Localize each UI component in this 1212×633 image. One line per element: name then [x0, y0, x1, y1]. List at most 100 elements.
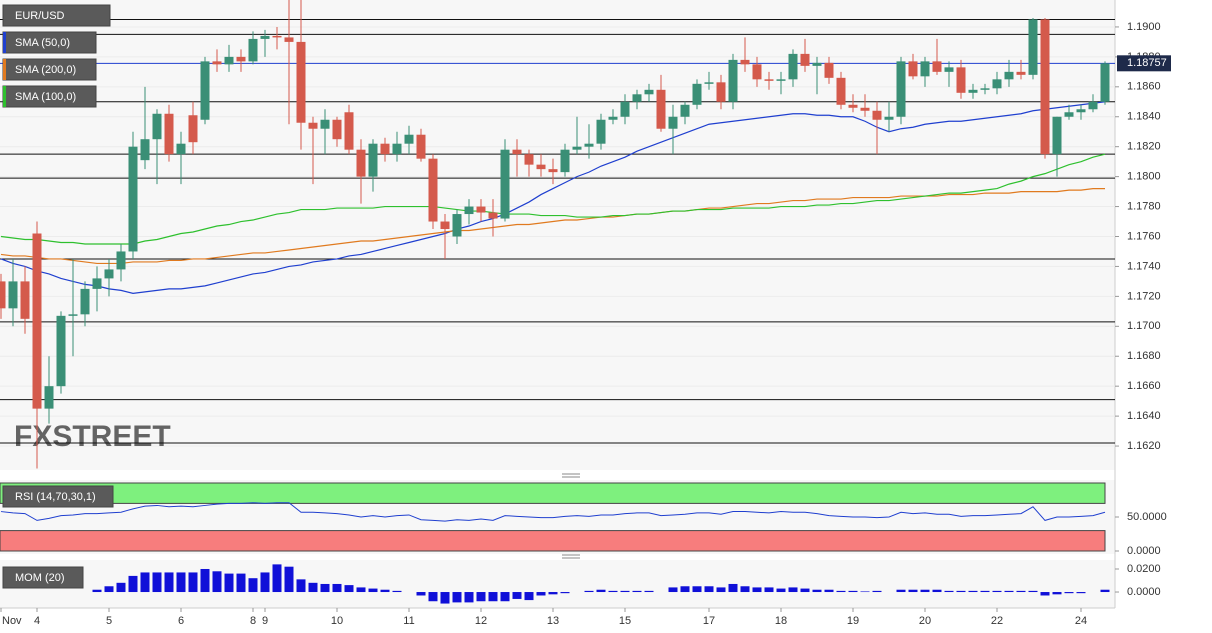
candle-body: [1076, 109, 1086, 113]
watermark: FXSTREET: [14, 420, 171, 453]
bar: [596, 589, 606, 593]
bar: [1100, 589, 1110, 593]
legend-box: [2, 4, 111, 27]
candle-body: [908, 61, 918, 77]
y-tick-label: 1.1780: [1127, 200, 1161, 212]
bar: [752, 587, 762, 593]
candle-body: [1016, 71, 1026, 75]
x-tick-label: 20: [919, 615, 931, 627]
candle-body: [608, 116, 618, 120]
candle-body: [764, 79, 774, 81]
bar: [836, 590, 846, 593]
x-tick-label: 22: [991, 615, 1003, 627]
bar: [260, 572, 270, 593]
bar: [956, 590, 966, 593]
y-tick-label: 1.1800: [1127, 171, 1161, 183]
candle-body: [1088, 101, 1098, 110]
candle-body: [788, 53, 798, 80]
bar: [932, 589, 942, 593]
bar: [272, 564, 282, 593]
bar: [188, 572, 198, 593]
bar: [356, 587, 366, 593]
candle-body: [776, 79, 786, 81]
bar: [416, 592, 426, 596]
y-tick-label: 1.1660: [1127, 380, 1161, 392]
bar: [968, 590, 978, 593]
overbought-band: [0, 482, 1106, 504]
bar: [524, 592, 534, 601]
x-tick-label: 15: [619, 615, 631, 627]
candle-body: [932, 61, 942, 72]
bar: [380, 589, 390, 593]
x-tick-label: 4: [34, 615, 40, 627]
candle-body: [668, 116, 678, 129]
bar: [740, 586, 750, 593]
bar: [620, 590, 630, 593]
legend-box: [2, 566, 84, 589]
splitter[interactable]: [562, 473, 580, 559]
candle-body: [1064, 112, 1074, 117]
candle-body: [572, 146, 582, 150]
candle-body: [872, 110, 882, 120]
series-line: [0, 101, 1106, 294]
bar: [812, 589, 822, 593]
y-tick-label: 1.1740: [1127, 260, 1161, 272]
bar: [320, 583, 330, 593]
main-panel-bg: [0, 0, 1115, 470]
bar: [536, 592, 546, 596]
candle-body: [584, 143, 594, 147]
bar: [584, 590, 594, 593]
candle-body: [416, 134, 426, 159]
bar: [944, 590, 954, 593]
candle-body: [116, 251, 126, 270]
bar: [632, 590, 642, 593]
bar: [452, 592, 462, 603]
legend-swatch: [3, 59, 6, 80]
candle-body: [956, 67, 966, 93]
bar: [284, 566, 294, 593]
bar: [344, 585, 354, 593]
bar: [788, 587, 798, 593]
candle-body: [20, 281, 30, 319]
bar: [668, 587, 678, 593]
legend-swatch: [3, 86, 6, 107]
candle-body: [920, 61, 930, 77]
bar: [476, 592, 486, 602]
legend-box: [2, 485, 114, 508]
bar: [776, 588, 786, 593]
bar: [104, 586, 114, 593]
y-tick-label: 1.1680: [1127, 350, 1161, 362]
candle-body: [848, 104, 858, 108]
candle-body: [320, 119, 330, 129]
bar: [992, 590, 1002, 593]
candle-body: [188, 115, 198, 143]
candle-body: [500, 149, 510, 219]
bar: [176, 572, 186, 593]
candle-body: [452, 214, 462, 237]
candle-body: [656, 89, 666, 129]
y-tick-label: 0.0200: [1127, 563, 1161, 575]
x-tick-label: 12: [475, 615, 487, 627]
y-tick-label: 0.0000: [1127, 545, 1161, 557]
bar: [212, 571, 222, 593]
y-tick-label: 1.1900: [1127, 21, 1161, 33]
candle-body: [80, 288, 90, 315]
candle-body: [1028, 19, 1038, 75]
candle-body: [56, 315, 66, 387]
candle-body: [704, 82, 714, 84]
candle-body: [380, 143, 390, 155]
bar: [512, 592, 522, 599]
candle-body: [884, 116, 894, 120]
x-tick-label: 19: [847, 615, 859, 627]
y-tick-label: 1.1720: [1127, 290, 1161, 302]
x-tick-label: 9: [262, 615, 268, 627]
bar: [692, 586, 702, 593]
candle-body: [44, 386, 54, 409]
series-line: [0, 502, 1106, 522]
candle-body: [404, 134, 414, 144]
candle-body: [800, 53, 810, 66]
candle-body: [1100, 63, 1110, 102]
bar: [152, 572, 162, 593]
bar: [716, 587, 726, 593]
